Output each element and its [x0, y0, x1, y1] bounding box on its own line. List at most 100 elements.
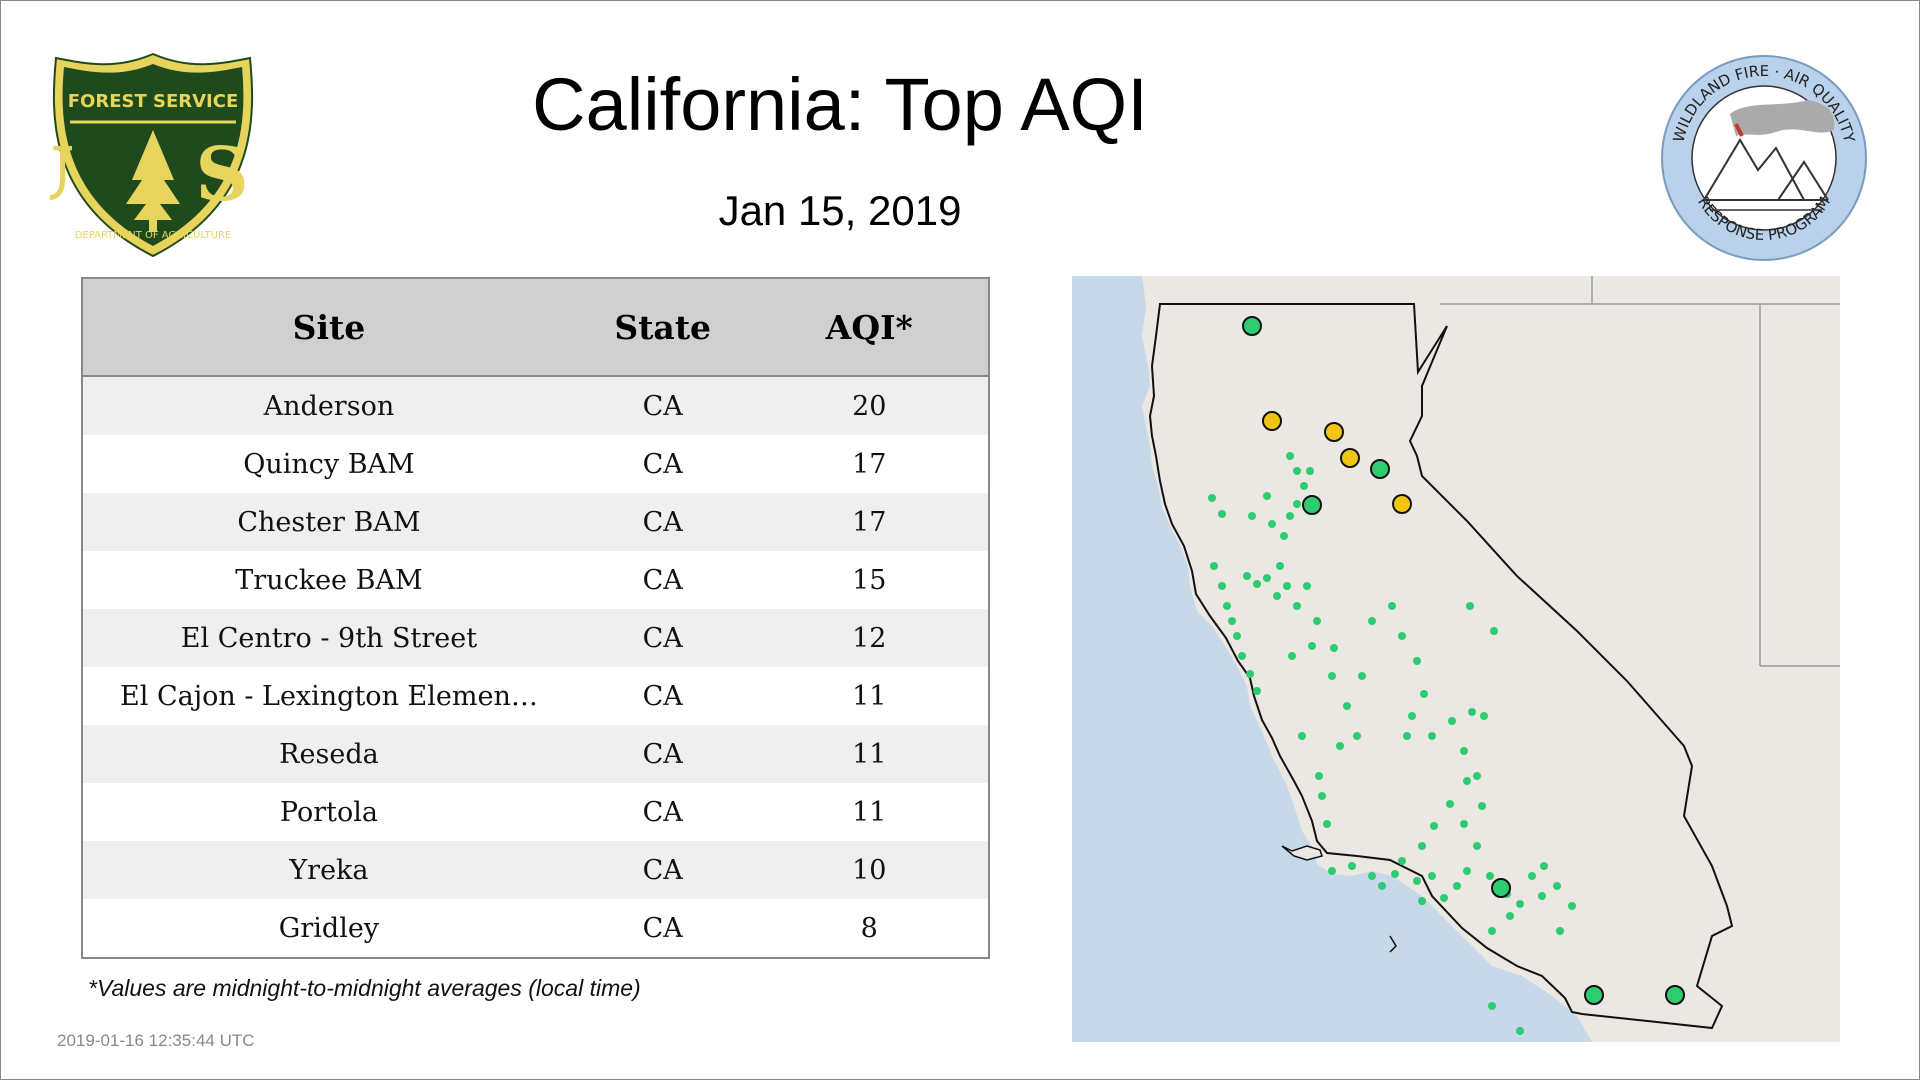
table-row: El Centro - 9th Street CA 12: [82, 609, 989, 667]
table-row: Reseda CA 11: [82, 725, 989, 783]
page-date: Jan 15, 2019: [718, 187, 962, 234]
monitor-marker-good: [1491, 878, 1511, 898]
monitor-dot: [1268, 520, 1276, 528]
wildland-fire-logo: WILDLAND FIRE · AIR QUALITY RESPONSE PRO…: [1661, 55, 1867, 261]
monitor-dot: [1418, 842, 1426, 850]
cell-site: Anderson: [82, 376, 575, 435]
monitor-dot: [1556, 927, 1564, 935]
monitor-dot: [1293, 500, 1301, 508]
monitor-dot: [1391, 870, 1399, 878]
cell-aqi: 11: [750, 783, 989, 841]
monitor-dot: [1233, 632, 1241, 640]
header-state: State: [574, 278, 751, 377]
monitor-dot: [1430, 822, 1438, 830]
monitor-dot: [1208, 494, 1216, 502]
monitor-dot: [1460, 747, 1468, 755]
cell-state: CA: [574, 841, 751, 899]
cell-aqi: 8: [750, 899, 989, 958]
monitor-dot: [1358, 672, 1366, 680]
monitor-dot: [1303, 582, 1311, 590]
forest-service-logo-bottomtext: DEPARTMENT OF AGRICULTURE: [75, 230, 232, 241]
cell-state: CA: [574, 783, 751, 841]
cell-site: Gridley: [82, 899, 575, 958]
timestamp: 2019-01-16 12:35:44 UTC: [57, 1031, 255, 1050]
monitor-dot: [1313, 617, 1321, 625]
cell-state: CA: [574, 725, 751, 783]
monitor-dot: [1286, 512, 1294, 520]
monitor-dot: [1388, 602, 1396, 610]
cell-state: CA: [574, 551, 751, 609]
monitor-dot: [1273, 592, 1281, 600]
monitor-dot: [1283, 582, 1291, 590]
cell-aqi: 15: [750, 551, 989, 609]
monitor-dot: [1368, 872, 1376, 880]
cell-aqi: 11: [750, 667, 989, 725]
monitor-marker-good: [1370, 459, 1390, 479]
forest-service-logo-toptext: FOREST SERVICE: [68, 91, 239, 112]
monitor-dot: [1378, 882, 1386, 890]
monitor-dot: [1300, 482, 1308, 490]
header-aqi: AQI*: [750, 278, 989, 377]
cell-aqi: 17: [750, 435, 989, 493]
monitor-dot: [1418, 897, 1426, 905]
monitor-dot: [1468, 708, 1476, 716]
monitor-dot: [1280, 532, 1288, 540]
table-row: Portola CA 11: [82, 783, 989, 841]
cell-aqi: 11: [750, 725, 989, 783]
monitor-dot: [1398, 632, 1406, 640]
page-title: California: Top AQI: [532, 63, 1148, 146]
monitor-dot: [1228, 617, 1236, 625]
footnote: *Values are midnight-to-midnight average…: [88, 975, 641, 1001]
monitor-dot: [1318, 792, 1326, 800]
cell-state: CA: [574, 376, 751, 435]
cell-site: Portola: [82, 783, 575, 841]
monitor-marker-moderate: [1340, 448, 1360, 468]
aqi-table: Site State AQI* Anderson CA 20 Quincy BA…: [81, 277, 990, 959]
monitor-dot: [1293, 602, 1301, 610]
cell-site: El Centro - 9th Street: [82, 609, 575, 667]
cell-site: El Cajon - Lexington Elemen…: [82, 667, 575, 725]
monitor-dot: [1488, 1002, 1496, 1010]
monitor-dot: [1490, 627, 1498, 635]
monitor-dot: [1328, 867, 1336, 875]
monitor-dot: [1486, 872, 1494, 880]
monitor-dot: [1478, 802, 1486, 810]
monitor-dot: [1538, 892, 1546, 900]
table-row: Yreka CA 10: [82, 841, 989, 899]
cell-aqi: 12: [750, 609, 989, 667]
cell-site: Yreka: [82, 841, 575, 899]
monitor-dot: [1223, 602, 1231, 610]
cell-aqi: 10: [750, 841, 989, 899]
monitor-dot: [1398, 857, 1406, 865]
monitor-dot: [1463, 777, 1471, 785]
forest-service-logo: FOREST SERVICE U S DEPARTMENT OF AGRICUL…: [50, 52, 254, 258]
monitor-dot: [1348, 862, 1356, 870]
island: [1389, 935, 1397, 953]
monitor-dot: [1553, 882, 1561, 890]
monitor-dot: [1286, 452, 1294, 460]
table-row: El Cajon - Lexington Elemen… CA 11: [82, 667, 989, 725]
monitor-dot: [1263, 574, 1271, 582]
cell-site: Truckee BAM: [82, 551, 575, 609]
monitor-dot: [1473, 842, 1481, 850]
monitor-dot: [1480, 712, 1488, 720]
table-row: Truckee BAM CA 15: [82, 551, 989, 609]
table-header-row: Site State AQI*: [82, 278, 989, 377]
monitor-dot: [1528, 872, 1536, 880]
monitor-dot: [1403, 732, 1411, 740]
monitor-dot: [1253, 687, 1261, 695]
monitor-dot: [1276, 562, 1284, 570]
monitor-dot: [1568, 902, 1576, 910]
monitor-dot: [1440, 894, 1448, 902]
monitor-marker-moderate: [1324, 422, 1344, 442]
monitor-dot: [1453, 882, 1461, 890]
monitor-dot: [1413, 877, 1421, 885]
monitor-dot: [1248, 512, 1256, 520]
monitor-dot: [1466, 602, 1474, 610]
monitor-dot: [1463, 867, 1471, 875]
monitor-dot: [1315, 772, 1323, 780]
monitor-dot: [1516, 1027, 1524, 1035]
monitor-dot: [1353, 732, 1361, 740]
cell-aqi: 17: [750, 493, 989, 551]
monitor-dot: [1328, 672, 1336, 680]
